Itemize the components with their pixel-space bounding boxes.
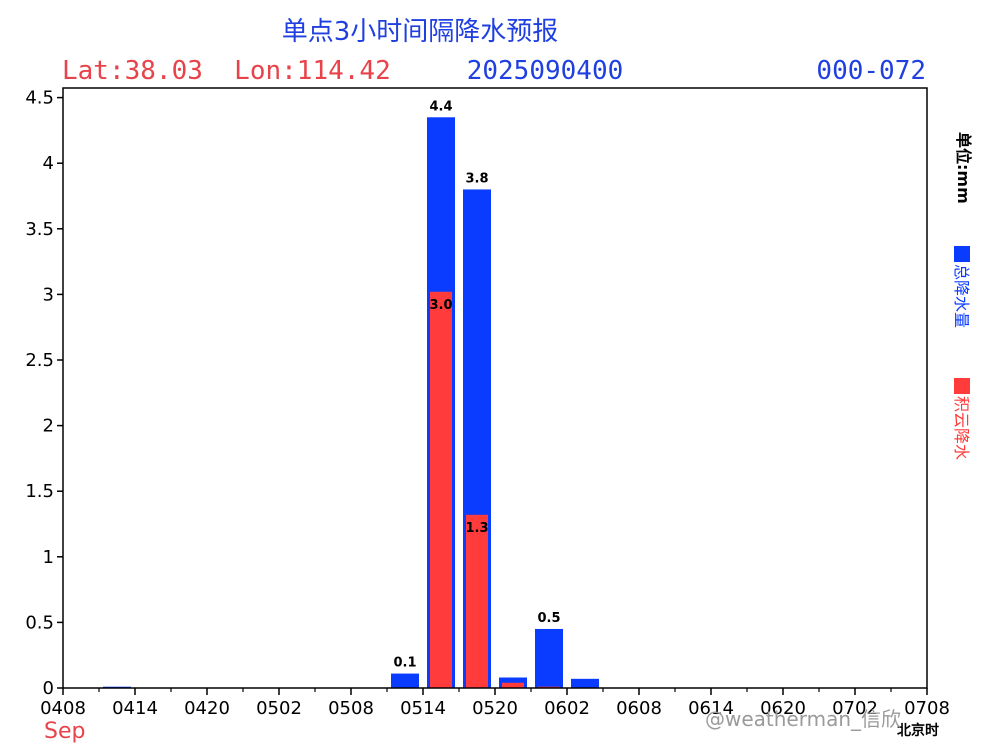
unit-label-group: 单位:mm [954,132,973,204]
data-label-total-9: 0.1 [393,656,416,671]
x-tick-label-6: 0520 [472,698,518,719]
y-tick-label-6: 3 [43,284,54,305]
bars-group [103,117,599,688]
x-tick-label-7: 0602 [544,698,590,719]
data-label-total-13: 0.5 [537,611,560,626]
bar-total-9 [391,673,419,688]
x-tick-label-3: 0502 [256,698,302,719]
y-tick-label-8: 4 [43,153,54,174]
bar-total-13 [535,628,563,688]
x-tick-label-2: 0420 [184,698,230,719]
legend: 总降水量 积云降水 [952,246,971,460]
bar-convective-12 [502,682,524,688]
y-tick-label-5: 2.5 [25,350,54,371]
y-axis: 0 0.5 1 1.5 2 2.5 3 3.5 4 4.5 [25,88,63,699]
data-label-total-11: 3.8 [465,171,488,186]
forecast-range-label: 000-072 [816,56,926,86]
legend-label-convective: 积云降水 [952,396,971,460]
y-tick-label-3: 1.5 [25,481,54,502]
x-tick-label-12: 0708 [904,698,950,719]
x-tick-label-10: 0620 [760,698,806,719]
y-tick-label-1: 0.5 [25,612,54,633]
x-tick-label-11: 0702 [832,698,878,719]
y-tick-label-9: 4.5 [25,88,54,109]
location-label: Lat:38.03 Lon:114.42 [62,56,391,86]
data-label-convective-11: 1.3 [465,521,488,536]
bar-convective-10 [430,291,452,688]
legend-label-total: 总降水量 [952,264,971,328]
bar-total-14 [571,678,599,688]
x-tick-label-9: 0614 [688,698,734,719]
x-axis: 0408 0414 0420 0502 0508 0514 0520 0602 0608 0614… [40,688,950,719]
xaxis-note: 北京时 [897,722,939,739]
x-tick-label-8: 0608 [616,698,662,719]
bar-convective-11 [466,514,488,688]
init-time-label: 2025090400 [467,56,624,86]
y-tick-label-7: 3.5 [25,219,54,240]
y-tick-label-0: 0 [43,678,54,699]
x-tick-label-4: 0508 [328,698,374,719]
watermark: @weatherman_信欣 [705,707,901,731]
data-label-convective-10: 3.0 [429,298,452,313]
x-tick-label-0: 0408 [40,698,86,719]
plot-frame [62,87,928,689]
legend-swatch-convective [954,378,970,394]
x-tick-label-5: 0514 [400,698,446,719]
legend-swatch-total [954,246,970,262]
data-labels-group: 0.1 4.4 3.8 0.5 3.0 1.3 [393,99,560,670]
x-tick-label-1: 0414 [112,698,158,719]
chart-title: 单点3小时间隔降水预报 [282,17,559,47]
unit-label: 单位:mm [954,132,973,204]
y-tick-label-4: 2 [43,416,54,437]
data-label-total-10: 4.4 [429,99,452,114]
y-tick-label-2: 1 [43,547,54,568]
month-label: Sep [44,719,85,744]
